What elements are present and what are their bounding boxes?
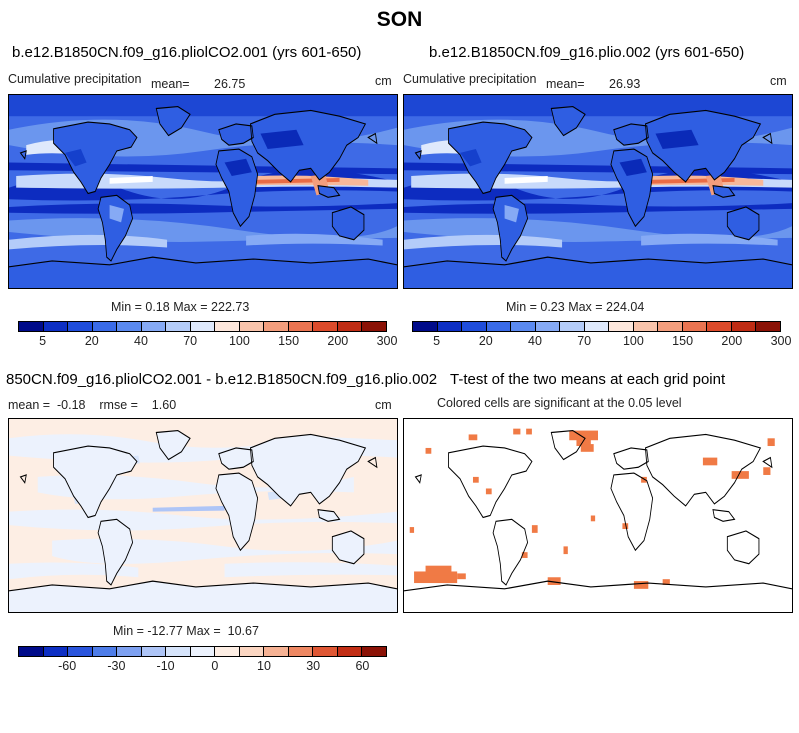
- colorbar-cell: [658, 322, 683, 331]
- colorbar-cell: [313, 322, 338, 331]
- colorbar-tick-label: 40: [134, 334, 148, 348]
- colorbar-tick-label: 5: [39, 334, 47, 348]
- colorbar-cell: [43, 647, 69, 656]
- panel2-variable-label: Cumulative precipitation: [403, 72, 537, 86]
- colorbar-cell: [535, 322, 561, 331]
- panel1-mean-value: 26.75: [214, 77, 246, 91]
- colorbar-tick-label: -30: [107, 659, 126, 673]
- colorbar-cell: [633, 322, 659, 331]
- colorbar-cell: [166, 647, 191, 656]
- colorbar-tick-label: 100: [228, 334, 250, 348]
- panel1-min-max: Min = 0.18 Max = 222.73: [111, 300, 250, 314]
- colorbar-tick-label: 5: [433, 334, 441, 348]
- panel2-title: b.e12.B1850CN.f09_g16.plio.002 (yrs 601-…: [429, 44, 745, 61]
- colorbar-cell: [92, 322, 118, 331]
- colorbar-cell: [264, 322, 289, 331]
- panel4-map: [403, 418, 793, 613]
- panel1-map: [8, 94, 398, 289]
- colorbar-cell: [117, 322, 142, 331]
- colorbar-cell: [68, 647, 93, 656]
- colorbar-cell: [264, 647, 289, 656]
- colorbar-cell: [486, 322, 512, 331]
- colorbar-cell: [19, 322, 44, 331]
- colorbar-precip-2: [412, 321, 781, 332]
- colorbar-cell: [141, 647, 167, 656]
- colorbar-cell: [337, 647, 363, 656]
- colorbar-diff: [18, 646, 387, 657]
- colorbar-tick-label: 70: [183, 334, 198, 348]
- panel3-map: [8, 418, 398, 613]
- panel1-variable-label: Cumulative precipitation: [8, 72, 142, 86]
- colorbar-cell: [239, 322, 265, 331]
- colorbar-cell: [462, 322, 487, 331]
- panel3-min-max: Min = -12.77 Max = 10.67: [113, 624, 259, 638]
- panel2-units: cm: [770, 74, 787, 88]
- panel1-units: cm: [375, 74, 392, 88]
- panel2-map: [403, 94, 793, 289]
- panel2-min-max: Min = 0.23 Max = 224.04: [506, 300, 645, 314]
- colorbar-tick-label: 10: [257, 659, 271, 673]
- figure-title: SON: [376, 8, 423, 31]
- colorbar-cell: [337, 322, 363, 331]
- colorbar-cell: [437, 322, 463, 331]
- colorbar-tick-label: 200: [327, 334, 349, 348]
- colorbar-cell: [117, 647, 142, 656]
- panel3-title: 850CN.f09_g16.pliolCO2.001 - b.e12.B1850…: [6, 371, 438, 388]
- colorbar-cell: [68, 322, 93, 331]
- colorbar-tick-label: -60: [58, 659, 77, 673]
- colorbar-tick-label: 40: [528, 334, 542, 348]
- colorbar-cell: [511, 322, 536, 331]
- colorbar-cell: [362, 322, 386, 331]
- panel2-mean-label: mean=: [546, 77, 585, 91]
- colorbar-tick-label: 150: [278, 334, 300, 348]
- colorbar-cell: [215, 322, 240, 331]
- colorbar-cell: [288, 322, 314, 331]
- colorbar-tick-label: 20: [478, 334, 493, 348]
- colorbar-cell: [92, 647, 118, 656]
- colorbar-cell: [707, 322, 732, 331]
- colorbar-diff-ticks: -60 -30 -10 0 10 30 60: [18, 659, 387, 675]
- colorbar-tick-label: 20: [84, 334, 99, 348]
- colorbar-cell: [756, 322, 780, 331]
- colorbar-cell: [362, 647, 386, 656]
- colorbar-tick-label: 300: [770, 334, 792, 348]
- colorbar-cell: [609, 322, 634, 331]
- colorbar-tick-label: 100: [622, 334, 644, 348]
- colorbar-tick-label: 200: [721, 334, 743, 348]
- panel1-title: b.e12.B1850CN.f09_g16.pliolCO2.001 (yrs …: [12, 44, 362, 61]
- panel3-stats: mean = -0.18 rmse = 1.60: [8, 398, 177, 412]
- colorbar-cell: [190, 322, 216, 331]
- colorbar-tick-label: 70: [577, 334, 592, 348]
- panel4-subtitle: Colored cells are significant at the 0.0…: [437, 396, 682, 410]
- panel2-mean-value: 26.93: [609, 77, 641, 91]
- colorbar-cell: [43, 322, 69, 331]
- colorbar-tick-label: 30: [306, 659, 321, 673]
- colorbar-tick-label: 150: [672, 334, 694, 348]
- colorbar-cell: [584, 322, 610, 331]
- colorbar-cell: [190, 647, 216, 656]
- colorbar-cell: [731, 322, 757, 331]
- colorbar-cell: [239, 647, 265, 656]
- colorbar-cell: [166, 322, 191, 331]
- colorbar-cell: [288, 647, 314, 656]
- colorbar-cell: [682, 322, 708, 331]
- panel3-units: cm: [375, 398, 392, 412]
- colorbar-cell: [413, 322, 438, 331]
- colorbar-precip-1: [18, 321, 387, 332]
- colorbar-precip-2-ticks: 5 20 40 70 100 150 200 300: [412, 334, 791, 350]
- colorbar-tick-label: 60: [355, 659, 370, 673]
- colorbar-tick-label: 300: [376, 334, 398, 348]
- colorbar-cell: [313, 647, 338, 656]
- colorbar-cell: [215, 647, 240, 656]
- colorbar-tick-label: 0: [211, 659, 219, 673]
- panel4-title: T-test of the two means at each grid poi…: [450, 371, 726, 388]
- colorbar-cell: [560, 322, 585, 331]
- colorbar-cell: [141, 322, 167, 331]
- panel1-mean-label: mean=: [151, 77, 190, 91]
- colorbar-precip-1-ticks: 5 20 40 70 100 150 200 300: [18, 334, 397, 350]
- colorbar-tick-label: -10: [156, 659, 175, 673]
- colorbar-cell: [19, 647, 44, 656]
